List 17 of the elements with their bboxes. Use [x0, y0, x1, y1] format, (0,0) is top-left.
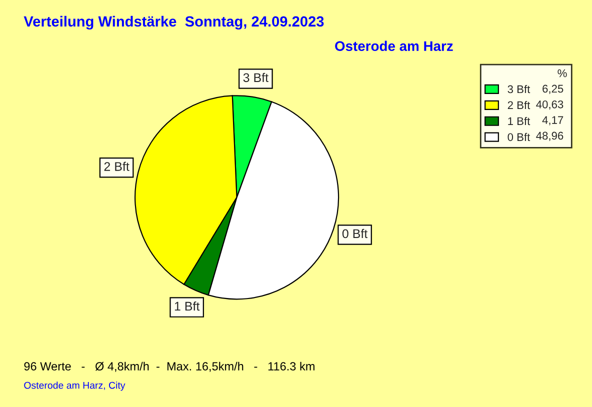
legend-label: 0 Bft — [508, 132, 530, 142]
legend-label: 2 Bft — [508, 100, 530, 110]
data-label: 4,17 — [542, 116, 564, 126]
legend-label: 1 Bft — [508, 116, 530, 126]
slice-label: 0 Bft — [342, 228, 368, 238]
text: Osterode am Harz, City — [24, 382, 126, 391]
data-label: 6,25 — [542, 84, 564, 94]
legend-title: % — [558, 69, 567, 78]
legend-label: 3 Bft — [508, 85, 530, 94]
chart-title: Verteilung Windstärke Sonntag, 24.09.2023 — [24, 16, 324, 30]
slice-label: 3 Bft — [243, 72, 268, 82]
slice-label: 2 Bft — [104, 162, 130, 171]
chart-subtitle: Osterode am Harz — [335, 40, 453, 52]
slice-label: 1 Bft — [174, 301, 200, 311]
text: 96 Werte - Ø 4,8km/h - Max. 16,5km/h - 116.3 km — [24, 362, 314, 372]
data-label: 48,96 — [536, 132, 564, 141]
data-label: 40,63 — [536, 100, 564, 110]
